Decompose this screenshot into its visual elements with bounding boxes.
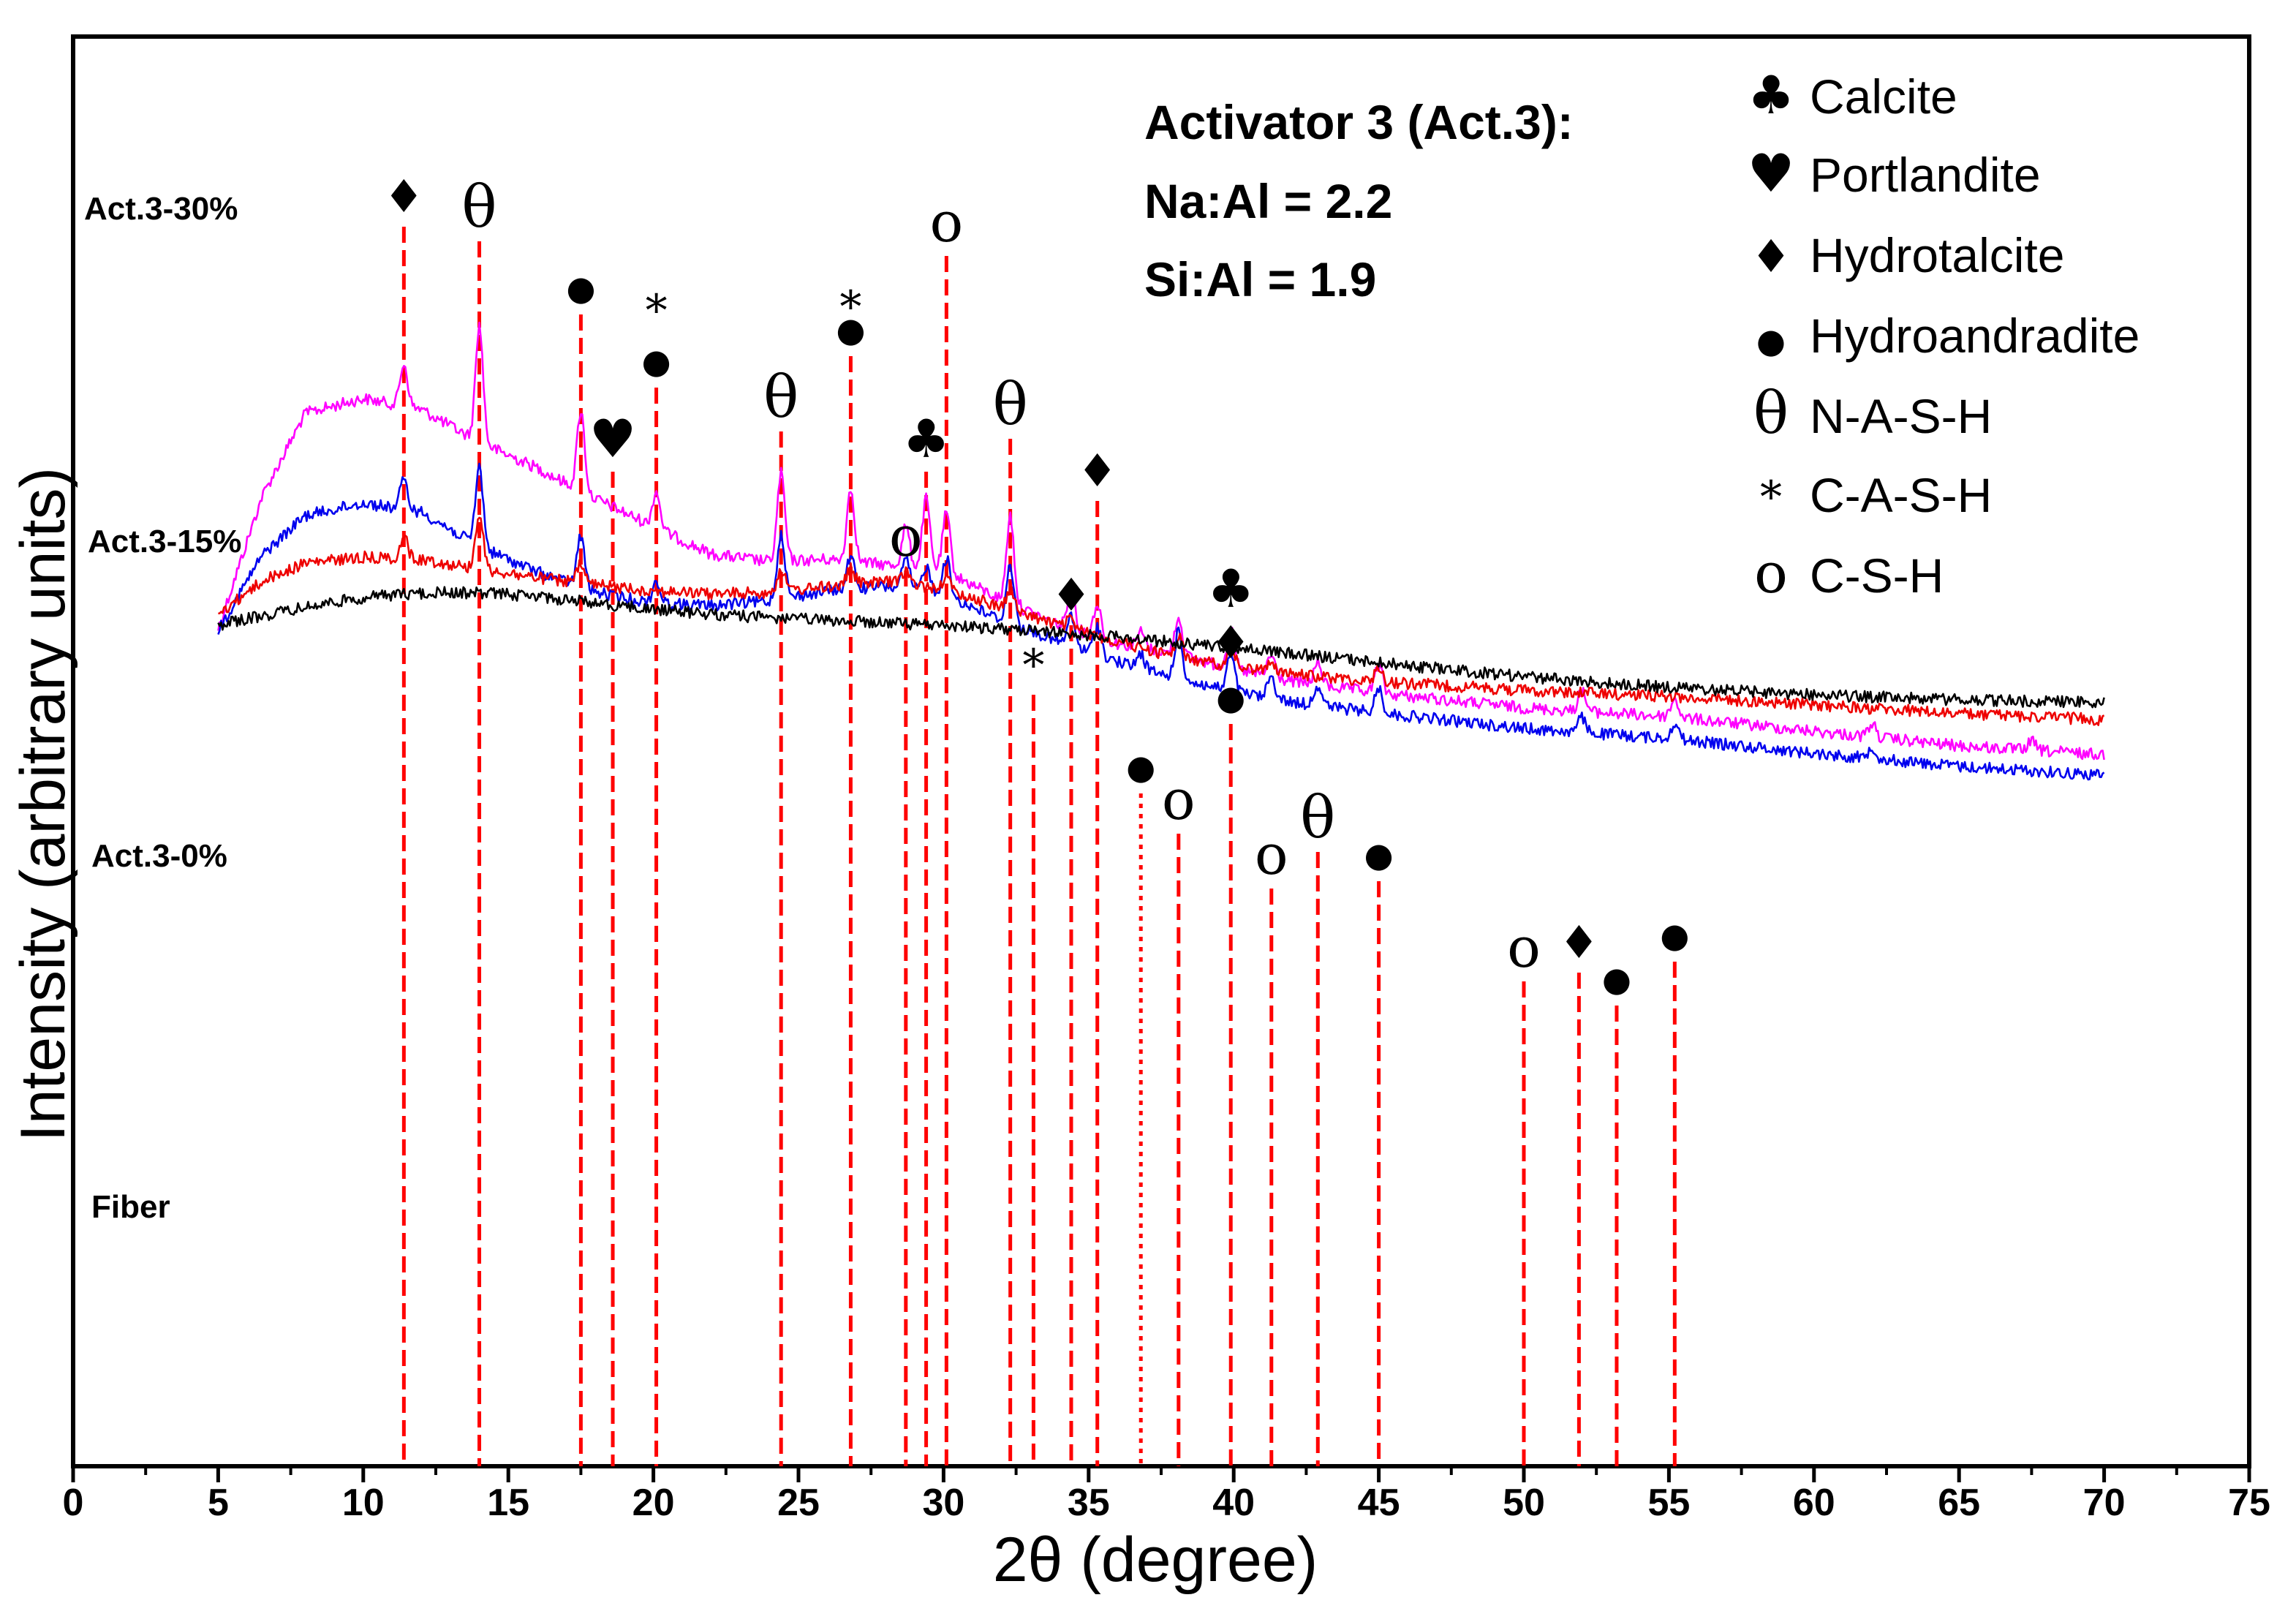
legend-entry-c-a-s-h: * C-A-S-H xyxy=(1760,468,1992,523)
legend-symbol: ● xyxy=(1756,321,1786,361)
x-tick-label: 55 xyxy=(1647,1482,1690,1524)
legend-entry-hydrotalcite: ♦ Hydrotalcite xyxy=(1751,228,2064,283)
legend-label: Calcite xyxy=(1810,69,1957,124)
hydroandradite-marker: ● xyxy=(566,268,595,308)
n-a-s-h-marker: θ xyxy=(763,363,798,431)
calcite-marker: ♣ xyxy=(902,408,950,469)
hydroandradite-marker: ● xyxy=(836,310,865,350)
legend-label: N-A-S-H xyxy=(1810,389,1992,443)
portlandite-marker: ♥ xyxy=(589,408,637,469)
hydrotalcite-marker: ♦ xyxy=(1077,444,1118,497)
series-trace-act-3-30- xyxy=(217,321,2105,761)
n-a-s-h-marker: θ xyxy=(1300,783,1335,851)
legend: ♣ Calcite ♥ Portlandite ♦ Hydrotalcite ● Hydroa… xyxy=(1748,64,2140,606)
hydroandradite-marker: ● xyxy=(641,342,671,381)
legend-symbol: ♦ xyxy=(1751,230,1791,283)
hydrotalcite-marker: ♦ xyxy=(1559,916,1600,969)
x-tick-label: 65 xyxy=(1938,1482,1980,1524)
x-tick-label: 60 xyxy=(1793,1482,1835,1524)
series-trace-act-3-15- xyxy=(217,462,2105,781)
c-a-s-h-marker: * xyxy=(1022,640,1044,691)
n-a-s-h-marker: θ xyxy=(461,173,496,241)
c-s-h-marker: o xyxy=(929,189,963,254)
legend-entry-hydroandradite: ● Hydroandradite xyxy=(1756,309,2140,363)
x-tick-label: 40 xyxy=(1212,1482,1255,1524)
hydrotalcite-marker: ♦ xyxy=(1051,568,1092,622)
reference-lines xyxy=(401,227,1677,1466)
c-s-h-marker: o xyxy=(1507,915,1541,980)
legend-label: C-S-H xyxy=(1810,548,1944,603)
x-tick-label: 75 xyxy=(2228,1482,2270,1524)
legend-label: Portlandite xyxy=(1810,148,2041,202)
legend-entry-n-a-s-h: θ N-A-S-H xyxy=(1753,379,1992,447)
legend-symbol: ♣ xyxy=(1748,64,1795,126)
legend-symbol: o xyxy=(1754,540,1788,606)
annotation-block: Activator 3 (Act.3): Na:Al = 2.2 Si:Al =… xyxy=(1144,95,1574,306)
c-s-h-marker: o xyxy=(1255,822,1288,887)
c-a-s-h-marker: * xyxy=(839,282,861,333)
x-tick-label: 35 xyxy=(1068,1482,1110,1524)
hydrotalcite-marker: ♦ xyxy=(1210,616,1251,669)
x-tick-label: 30 xyxy=(922,1482,964,1524)
series-label-act3-30: Act.3-30% xyxy=(84,191,238,227)
legend-symbol: ♥ xyxy=(1748,143,1795,204)
legend-label: Hydroandradite xyxy=(1810,309,2140,363)
x-tick-label: 25 xyxy=(777,1482,820,1524)
n-a-s-h-marker: θ xyxy=(993,370,1028,438)
c-a-s-h-marker: * xyxy=(646,285,668,336)
legend-entry-calcite: ♣ Calcite xyxy=(1748,64,1957,126)
hydrotalcite-marker: ♦ xyxy=(384,170,425,223)
x-tick-label: 10 xyxy=(342,1482,385,1524)
annotation-line-1: Activator 3 (Act.3): xyxy=(1144,95,1574,149)
hydroandradite-marker: ● xyxy=(1216,678,1245,717)
x-tick-label: 70 xyxy=(2083,1482,2126,1524)
hydroandradite-marker: ● xyxy=(1660,916,1689,955)
plot-area xyxy=(71,34,2251,1468)
series-trace-act-3-0- xyxy=(218,516,2105,726)
x-tick-label: 20 xyxy=(632,1482,675,1524)
x-axis-label: 2θ (degree) xyxy=(993,1525,1318,1595)
phase-markers: ♦ θ●♥*●θ*●o♣oθ*♦♦● o♣♦●oθ●o ♦●● xyxy=(384,170,1690,999)
legend-entry-portlandite: ♥ Portlandite xyxy=(1748,143,2041,204)
series-trace-fiber xyxy=(217,586,2105,709)
x-axis: 0 5 10 15 20 25 30 35 40 45 50 55 60 65 70 75 xyxy=(63,1466,2270,1524)
hydroandradite-marker: ● xyxy=(1364,835,1394,875)
series-label-fiber: Fiber xyxy=(91,1189,170,1225)
x-tick-label: 50 xyxy=(1503,1482,1545,1524)
x-tick-label: 0 xyxy=(63,1482,84,1524)
y-axis-label: Intensity (arbitrary units) xyxy=(8,467,78,1142)
c-s-h-marker: o xyxy=(889,504,923,569)
annotation-line-2: Na:Al = 2.2 xyxy=(1144,174,1392,228)
hydroandradite-marker: ● xyxy=(1602,959,1631,999)
annotation-line-3: Si:Al = 1.9 xyxy=(1144,252,1376,306)
series-layer xyxy=(217,321,2105,781)
legend-entry-c-s-h: o C-S-H xyxy=(1754,540,1944,606)
x-tick-label: 15 xyxy=(487,1482,529,1524)
calcite-marker: ♣ xyxy=(1207,558,1255,619)
x-tick-label: 45 xyxy=(1358,1482,1400,1524)
hydroandradite-marker: ● xyxy=(1126,747,1155,787)
c-s-h-marker: o xyxy=(1162,767,1196,832)
series-label-act3-15: Act.3-15% xyxy=(88,524,241,559)
legend-symbol: * xyxy=(1760,472,1782,523)
series-label-act3-0: Act.3-0% xyxy=(91,838,227,874)
legend-label: Hydrotalcite xyxy=(1810,228,2064,282)
legend-symbol: θ xyxy=(1753,379,1789,447)
legend-label: C-A-S-H xyxy=(1810,468,1992,522)
x-tick-label: 5 xyxy=(208,1482,229,1524)
